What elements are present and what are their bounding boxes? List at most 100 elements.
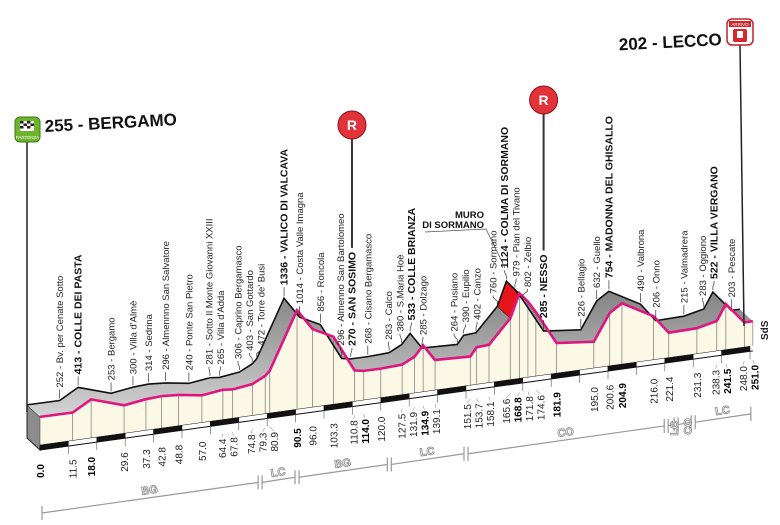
- km-distance-label: 110.8: [349, 420, 360, 445]
- waypoint-label: 490 - Valbrona: [636, 229, 647, 291]
- km-distance-label: 127.5: [397, 413, 408, 438]
- arrivo-finish-icon: ARRIVO: [726, 18, 754, 46]
- province-code: CO: [557, 426, 575, 440]
- waypoint-name: Roncola: [316, 252, 327, 288]
- km-distance-label: 48.8: [175, 444, 186, 464]
- waypoint-elevation: 1124: [499, 245, 511, 268]
- muro-label-line2: DI SORMANO: [422, 220, 484, 231]
- waypoint-label: 268 - Cisano Bergamasco: [363, 234, 374, 344]
- start-city-label: 255 - BERGAMO: [44, 110, 177, 136]
- province-line: [262, 476, 296, 483]
- province-line: [678, 421, 692, 426]
- profile-body: [26, 279, 754, 455]
- waypoint-name: Dolzago: [418, 276, 429, 311]
- waypoint-tick: [237, 360, 240, 370]
- waypoint-label: 413 - COLLE DEI PASTA: [73, 254, 85, 374]
- waypoint-name: Bv. per Cenate Sotto: [55, 276, 66, 364]
- km-label-leader: [422, 405, 425, 410]
- province-line: [41, 481, 259, 514]
- km-label-leader: [269, 426, 275, 432]
- km-distance-label: 37.3: [142, 449, 153, 469]
- waypoint-tick: [409, 322, 412, 332]
- waypoint-tick: [399, 333, 402, 343]
- km-label-leader: [466, 399, 471, 404]
- waypoint-elevation: 402: [473, 304, 484, 320]
- feed-zone-r-text: R: [347, 117, 357, 133]
- province-line: [695, 413, 751, 423]
- waypoint-elevation: 306: [233, 343, 244, 359]
- waypoint-name: Eupilio: [461, 269, 472, 298]
- waypoint-name: Caprino Bergamasco: [233, 245, 244, 334]
- km-distance-label: 241.5: [723, 368, 734, 393]
- province-code: LC: [715, 404, 731, 418]
- waypoint-label: 522 - VILLA VERGANO: [709, 166, 721, 279]
- km-distance-label: 74.8: [247, 434, 258, 454]
- waypoint-label: 206 - Onno: [651, 260, 662, 308]
- km-distance-label: 80.9: [270, 432, 281, 452]
- waypoint-label: 265 - Villa d'Adda: [216, 290, 227, 365]
- waypoint-name: S.Maria Hoè: [395, 254, 406, 307]
- km-distance-label: 90.5: [293, 428, 304, 448]
- waypoint-name: Bellagio: [576, 259, 587, 293]
- waypoint-name: Valmadrera: [679, 230, 690, 279]
- muro-di-sormano-annotation: MURO DI SORMANO: [422, 210, 506, 269]
- profile-line: [39, 290, 754, 419]
- km-label-leader: [488, 396, 491, 401]
- feed-zones: RR: [337, 85, 559, 251]
- km-distance-label: 248.0: [739, 366, 750, 391]
- km-label-leader: [434, 404, 437, 409]
- waypoint-elevation: 472: [256, 330, 267, 346]
- km-distance-label: 221.4: [665, 376, 676, 401]
- km-distance-label: 57.0: [198, 441, 209, 461]
- waypoint-elevation: 754: [603, 261, 615, 279]
- waypoint-elevation: 283: [698, 280, 709, 296]
- waypoint-label: 802 - Zelbio: [523, 237, 534, 287]
- km-distance-label: 231.3: [693, 372, 704, 397]
- waypoint-name: COLMA DI SORMANO: [499, 127, 511, 236]
- waypoint-elevation: 203: [727, 282, 738, 298]
- waypoint-elevation: 300: [128, 358, 139, 374]
- waypoint-tick: [504, 270, 507, 280]
- waypoint-label: 270 - SAN SOSIMO: [346, 252, 358, 346]
- km-distance-label: 204.9: [618, 383, 629, 408]
- km-distance-label: 251.0: [750, 364, 761, 389]
- waypoint-name: Cisano Bergamasco: [363, 234, 374, 320]
- waypoint-elevation: 265: [216, 349, 227, 365]
- waypoint-tick: [256, 347, 262, 357]
- waypoint-elevation: 760: [489, 278, 500, 294]
- km-distance-label: 168.8: [514, 397, 525, 422]
- waypoint-label: 403 - San Gottardo: [245, 270, 256, 351]
- province-line: [391, 453, 465, 466]
- waypoint-label: 856 - Roncola: [316, 252, 327, 312]
- waypoint-elevation: 856: [316, 296, 327, 312]
- waypoint-label: 296 - Almenno San Bartolomeo: [336, 213, 347, 345]
- waypoint-label: 472 - Torre de' Busi: [256, 264, 267, 346]
- province-code: LC: [419, 445, 435, 459]
- waypoint-label: 760 - Sormano: [489, 230, 500, 293]
- partenza-text: PARTENZA: [16, 135, 40, 140]
- waypoint-label: 253 - Bergamo: [107, 317, 118, 380]
- province-code: LC: [270, 466, 286, 480]
- waypoint-name: VILLA VERGANO: [709, 166, 721, 252]
- km-distance-label: 114.0: [361, 419, 372, 444]
- waypoint-tick: [350, 347, 353, 357]
- waypoint-elevation: 533: [406, 303, 418, 321]
- km-label-leader: [363, 413, 366, 419]
- km-label-leader: [401, 408, 403, 413]
- waypoint-label: 240 - Ponte San Pietro: [184, 274, 195, 370]
- waypoint-elevation: 522: [709, 261, 721, 279]
- waypoint-elevation: 285: [418, 319, 429, 335]
- waypoint-elevation: 215: [679, 287, 690, 303]
- waypoint-name: Almennno San Salvatore: [161, 241, 172, 346]
- sds-label: SdS: [760, 320, 771, 340]
- waypoint-label: 979 - Pian del Tivano: [512, 187, 523, 276]
- waypoint-elevation: 1336: [279, 262, 291, 286]
- province-line: [298, 463, 388, 478]
- waypoint-tick: [712, 281, 715, 291]
- waypoint-name: Canzo: [473, 268, 484, 295]
- waypoint-tick: [453, 333, 458, 343]
- waypoint-name: COLLE BRIANZA: [406, 207, 418, 293]
- waypoint-label: 754 - MADONNA DEL GHISALLO: [603, 116, 615, 278]
- waypoint-name: Costa Valle Imagna: [295, 192, 306, 275]
